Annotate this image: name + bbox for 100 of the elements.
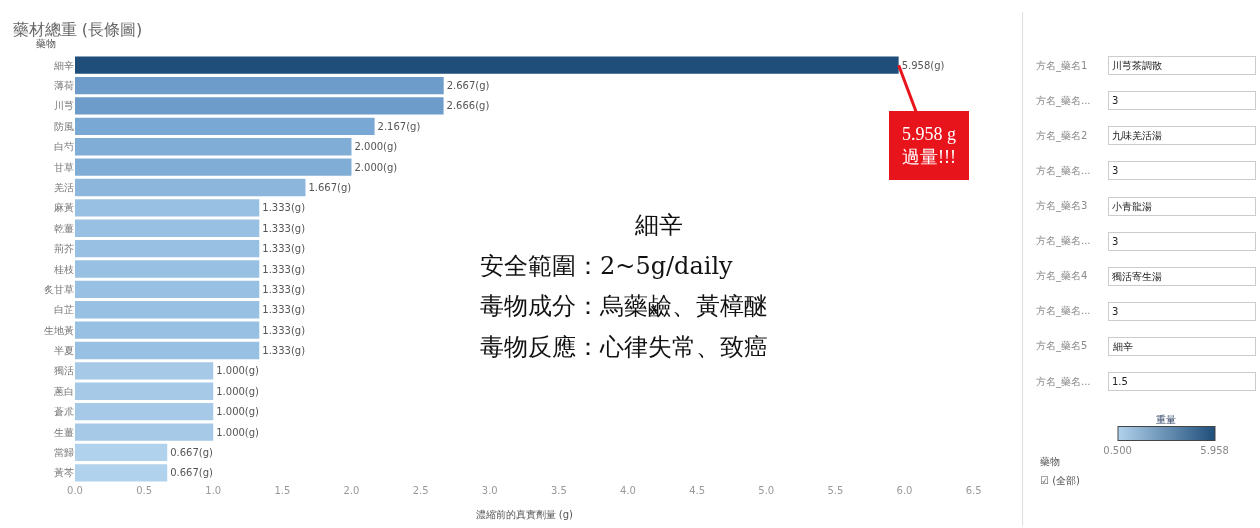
data-label: 1.333(g) — [262, 283, 306, 295]
chart-title: 藥材總重 (長條圖) — [12, 19, 143, 39]
data-label: 1.333(g) — [262, 324, 306, 336]
text: 細辛 — [1112, 341, 1133, 352]
y-tick-label: 羌活 — [54, 181, 74, 193]
bar — [75, 56, 899, 74]
y-tick-label: 當歸 — [54, 446, 74, 458]
text: 獨活寄生湯 — [1112, 271, 1162, 282]
bar — [75, 219, 260, 237]
text: 1.5 — [1112, 376, 1128, 387]
text: 方名_藥名1 — [1036, 60, 1088, 72]
bar — [75, 443, 168, 462]
x-tick-label: 4.5 — [689, 485, 706, 496]
x-tick-label: 5.5 — [827, 485, 844, 496]
text: 3 — [1112, 236, 1119, 247]
text: 方名_藥名... — [1036, 305, 1091, 317]
x-axis-title: 濃縮前的真實劑量 (g) — [475, 508, 574, 520]
color-bar-title: 重量 — [1156, 414, 1177, 426]
data-label: 1.333(g) — [262, 222, 306, 234]
y-axis-title: 藥物 — [36, 38, 56, 49]
y-tick-label: 薄荷 — [54, 80, 74, 92]
y-tick-label: 獨活 — [54, 365, 74, 377]
text: 方名_藥名... — [1036, 376, 1091, 388]
y-tick-label: 白芷 — [54, 304, 74, 316]
data-label: 1.333(g) — [262, 243, 306, 255]
bar — [75, 403, 214, 421]
x-tick-label: 0.0 — [67, 485, 83, 496]
y-tick-label: 甘草 — [54, 161, 74, 173]
data-label: 1.333(g) — [262, 202, 306, 214]
x-tick-label: 6.5 — [965, 485, 982, 496]
text: 川芎茶調散 — [1112, 60, 1162, 71]
annotation: 5.958 g 過量!!! — [902, 124, 956, 168]
text: 方名_藥名... — [1036, 165, 1091, 177]
bar — [75, 97, 444, 115]
data-label: 1.667(g) — [308, 181, 352, 193]
annotation: 安全範圍：2~5g/daily — [480, 252, 734, 280]
bar — [75, 301, 260, 319]
x-tick-label: 5.0 — [758, 485, 775, 496]
y-tick-label: 黃芩 — [54, 467, 74, 479]
y-tick-label: 蔥白 — [53, 385, 74, 397]
x-tick-label: 1.0 — [205, 485, 222, 496]
bar — [75, 280, 260, 299]
bar — [75, 117, 375, 135]
text: 3 — [1112, 95, 1119, 106]
x-tick-label: 2.5 — [412, 485, 429, 496]
text: 九味羌活湯 — [1112, 130, 1162, 141]
y-tick-label: 蒼朮 — [54, 406, 74, 418]
text: 方名_藥名... — [1036, 95, 1091, 107]
data-label: 1.333(g) — [262, 304, 306, 316]
data-label: 1.000(g) — [216, 385, 260, 397]
y-tick-label: 細辛 — [53, 59, 74, 71]
text: 方名_藥名... — [1036, 235, 1091, 247]
bar — [75, 423, 214, 441]
bar — [75, 382, 214, 400]
data-label: 2.000(g) — [354, 141, 398, 153]
data-label: 2.167(g) — [377, 120, 421, 132]
bar — [75, 362, 214, 380]
bar — [75, 199, 260, 217]
data-label: 0.667(g) — [170, 467, 214, 479]
bar — [75, 138, 352, 156]
bar — [75, 239, 260, 258]
x-tick-label: 6.0 — [896, 485, 913, 496]
bar — [75, 76, 444, 95]
bar — [75, 464, 168, 482]
data-label: 1.000(g) — [216, 365, 260, 377]
data-label: 5.958(g) — [901, 59, 945, 71]
y-tick-label: 荊芥 — [54, 243, 74, 255]
text: 方名_藥名5 — [1036, 340, 1088, 352]
annotation: 毒物成分：烏藥鹼、黃樟醚 — [480, 292, 768, 320]
y-tick-label: 川芎 — [54, 100, 74, 112]
color-bar-label: 0.500 — [1103, 444, 1132, 456]
annotation: 細辛 — [634, 211, 683, 239]
text: 小青龍湯 — [1112, 201, 1152, 212]
y-tick-label: 生地黃 — [44, 324, 74, 336]
y-tick-label: 半夏 — [54, 345, 74, 357]
y-tick-label: 麻黃 — [54, 202, 74, 214]
x-tick-label: 3.0 — [481, 485, 498, 496]
bar — [75, 178, 306, 197]
annotation: 毒物反應：心律失常、致癌 — [480, 333, 768, 361]
y-tick-label: 白芍 — [54, 141, 74, 153]
bar — [75, 321, 260, 339]
y-tick-label: 桂枝 — [53, 263, 74, 275]
text: 方名_藥名4 — [1036, 270, 1088, 282]
data-label: 1.333(g) — [262, 345, 306, 357]
x-tick-label: 2.0 — [343, 485, 360, 496]
y-tick-label: 防風 — [54, 120, 74, 132]
x-tick-label: 4.0 — [620, 485, 636, 496]
text: 方名_藥名3 — [1036, 200, 1088, 212]
text: 3 — [1112, 165, 1119, 176]
bar — [75, 260, 260, 278]
text: 3 — [1112, 306, 1119, 317]
text: 藥物 — [1040, 456, 1060, 467]
data-label: 2.000(g) — [354, 161, 398, 173]
data-label: 2.666(g) — [446, 100, 490, 112]
x-tick-label: 3.5 — [550, 485, 567, 496]
color-bar-label: 5.958 — [1200, 444, 1229, 456]
text: ☑ (全部) — [1040, 475, 1081, 486]
bar — [75, 158, 352, 176]
y-tick-label: 生薑 — [54, 426, 74, 438]
data-label: 0.667(g) — [170, 446, 214, 458]
